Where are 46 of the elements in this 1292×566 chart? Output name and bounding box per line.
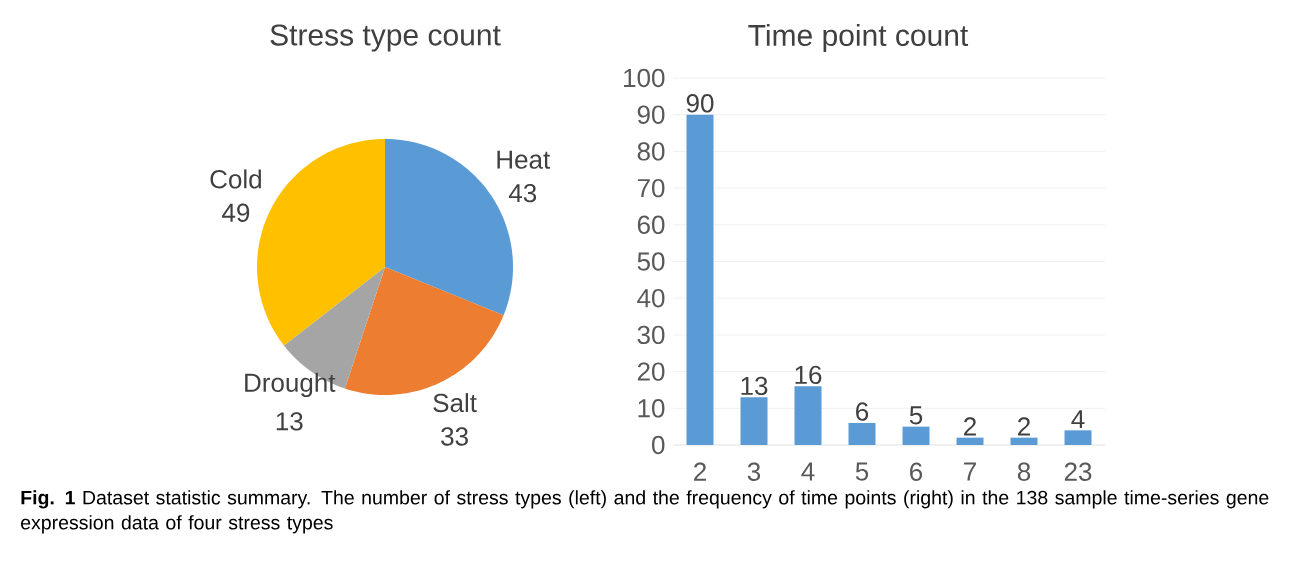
y-tick-label: 70 — [637, 178, 665, 198]
data-label: 13 — [276, 412, 303, 431]
x-tick-label: 4 — [801, 462, 815, 481]
y-tick-label: 40 — [637, 288, 665, 308]
y-tick-label: 20 — [637, 362, 665, 381]
data-label: 5 — [909, 406, 923, 425]
chart-title: Stress type count — [270, 24, 501, 52]
text: Fig. 1 Dataset statistic summary. The number of stress types (left) and the frequency of time points (right) in the 138 sample time-series gene expression data of four stress types — [21, 490, 1269, 534]
bar — [902, 426, 930, 445]
data-label: 43 — [508, 183, 537, 203]
bar — [956, 437, 984, 445]
data-label: 49 — [222, 203, 250, 222]
x-tick-label: 8 — [1017, 462, 1031, 481]
slice-label: Heat — [497, 150, 551, 169]
bar — [686, 114, 714, 445]
y-tick-label: 0 — [652, 435, 665, 455]
y-tick-label: 10 — [638, 399, 665, 418]
y-tick-label: 100 — [624, 68, 665, 88]
data-label: 4 — [1071, 410, 1085, 429]
slice-label: Salt — [433, 393, 477, 413]
x-tick-label: 23 — [1064, 462, 1092, 481]
data-label: 13 — [741, 376, 768, 396]
bar — [740, 397, 768, 445]
bar — [1064, 430, 1092, 445]
y-tick-label: 60 — [637, 215, 665, 234]
slice-label: Drought — [245, 372, 336, 398]
y-tick-label: 80 — [637, 142, 665, 161]
data-label: 2 — [1018, 417, 1030, 436]
bar — [794, 386, 822, 445]
data-label: 33 — [441, 427, 468, 446]
data-label: 16 — [795, 365, 822, 385]
y-tick-label: 50 — [637, 252, 665, 271]
y-tick-label: 90 — [637, 105, 665, 124]
x-tick-label: 2 — [694, 462, 706, 481]
x-tick-label: 5 — [855, 462, 869, 481]
x-tick-label: 6 — [910, 462, 923, 481]
x-tick-label: 7 — [964, 462, 976, 481]
bar — [1010, 437, 1038, 445]
x-tick-label: 3 — [747, 462, 761, 481]
data-label: 6 — [856, 402, 869, 421]
y-tick-label: 30 — [637, 325, 665, 345]
chart-title: Time point count — [748, 24, 969, 52]
data-label: 90 — [686, 94, 714, 113]
data-label: 2 — [964, 417, 976, 436]
bar — [848, 422, 876, 445]
slice-label: Cold — [210, 169, 261, 189]
